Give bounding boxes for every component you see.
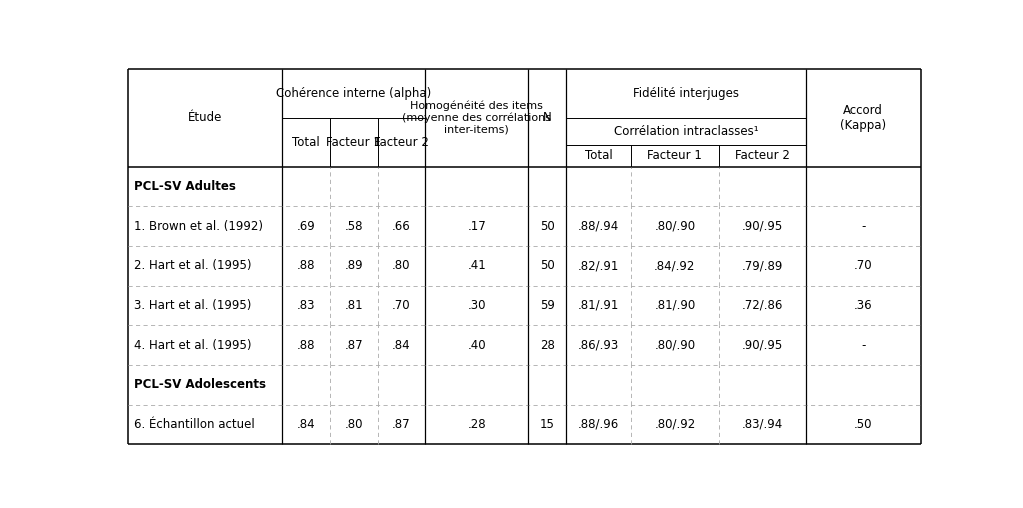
- Text: .87: .87: [345, 339, 363, 352]
- Text: .17: .17: [468, 219, 486, 233]
- Text: .88: .88: [297, 259, 315, 272]
- Text: .72/.86: .72/.86: [742, 299, 783, 312]
- Text: .66: .66: [392, 219, 411, 233]
- Text: 2. Hart et al. (1995): 2. Hart et al. (1995): [134, 259, 252, 272]
- Text: .90/.95: .90/.95: [742, 339, 783, 352]
- Text: .84: .84: [392, 339, 410, 352]
- Text: .30: .30: [468, 299, 486, 312]
- Text: PCL-SV Adultes: PCL-SV Adultes: [134, 180, 236, 193]
- Text: .70: .70: [392, 299, 410, 312]
- Text: Facteur 2: Facteur 2: [374, 136, 429, 149]
- Text: .58: .58: [345, 219, 363, 233]
- Text: 4. Hart et al. (1995): 4. Hart et al. (1995): [134, 339, 252, 352]
- Text: .83: .83: [297, 299, 315, 312]
- Text: Total: Total: [585, 149, 613, 163]
- Text: .88: .88: [297, 339, 315, 352]
- Text: Facteur 1: Facteur 1: [326, 136, 382, 149]
- Text: .80/.90: .80/.90: [655, 339, 696, 352]
- Text: .82/.91: .82/.91: [578, 259, 620, 272]
- Text: 59: 59: [540, 299, 554, 312]
- Text: Corrélation intraclasses¹: Corrélation intraclasses¹: [614, 125, 758, 138]
- Text: .84/.92: .84/.92: [655, 259, 696, 272]
- Text: .87: .87: [392, 418, 410, 431]
- Text: .28: .28: [468, 418, 486, 431]
- Text: .40: .40: [468, 339, 486, 352]
- Text: .81/.90: .81/.90: [655, 299, 696, 312]
- Text: .79/.89: .79/.89: [742, 259, 783, 272]
- Text: .86/.93: .86/.93: [578, 339, 620, 352]
- Text: .70: .70: [854, 259, 873, 272]
- Text: .81: .81: [345, 299, 363, 312]
- Text: PCL-SV Adolescents: PCL-SV Adolescents: [134, 378, 266, 391]
- Text: Cohérence interne (alpha): Cohérence interne (alpha): [276, 87, 432, 100]
- Text: .69: .69: [297, 219, 316, 233]
- Text: .88/.96: .88/.96: [578, 418, 620, 431]
- Text: Étude: Étude: [188, 111, 222, 124]
- Text: .80/.90: .80/.90: [655, 219, 696, 233]
- Text: 6. Échantillon actuel: 6. Échantillon actuel: [134, 418, 255, 431]
- Text: -: -: [861, 219, 865, 233]
- Text: .88/.94: .88/.94: [578, 219, 620, 233]
- Text: .81/.91: .81/.91: [578, 299, 620, 312]
- Text: .89: .89: [345, 259, 363, 272]
- Text: Homogénéité des items
(moyenne des corrélations
inter-items): Homogénéité des items (moyenne des corré…: [402, 101, 551, 135]
- Text: .50: .50: [854, 418, 873, 431]
- Text: 15: 15: [540, 418, 554, 431]
- Text: 28: 28: [540, 339, 554, 352]
- Text: 50: 50: [540, 219, 554, 233]
- Text: Fidélité interjuges: Fidélité interjuges: [633, 87, 739, 100]
- Text: Facteur 2: Facteur 2: [735, 149, 790, 163]
- Text: .41: .41: [468, 259, 486, 272]
- Text: 50: 50: [540, 259, 554, 272]
- Text: .83/.94: .83/.94: [742, 418, 783, 431]
- Text: 1. Brown et al. (1992): 1. Brown et al. (1992): [134, 219, 263, 233]
- Text: .80: .80: [345, 418, 363, 431]
- Text: .80: .80: [392, 259, 410, 272]
- Text: .90/.95: .90/.95: [742, 219, 783, 233]
- Text: N: N: [543, 111, 551, 124]
- Text: Accord
(Kappa): Accord (Kappa): [840, 104, 886, 132]
- Text: 3. Hart et al. (1995): 3. Hart et al. (1995): [134, 299, 252, 312]
- Text: Total: Total: [293, 136, 320, 149]
- Text: .80/.92: .80/.92: [655, 418, 696, 431]
- Text: .36: .36: [854, 299, 873, 312]
- Text: -: -: [861, 339, 865, 352]
- Text: Facteur 1: Facteur 1: [648, 149, 703, 163]
- Text: .84: .84: [297, 418, 315, 431]
